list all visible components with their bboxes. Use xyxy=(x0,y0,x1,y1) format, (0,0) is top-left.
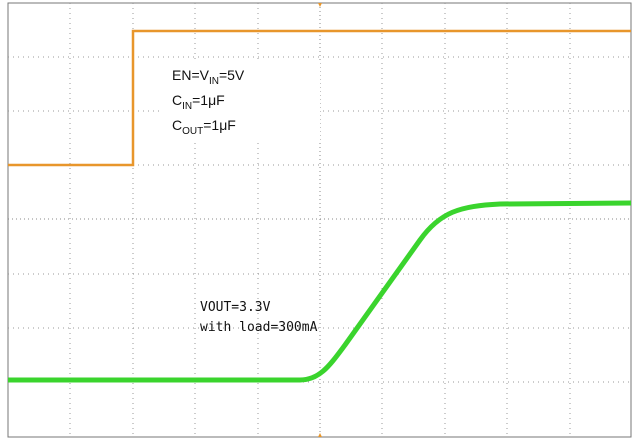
annotation-cin: CIN=1μF xyxy=(172,92,225,112)
subscript: IN xyxy=(182,101,192,112)
text: EN=V xyxy=(172,67,210,83)
text: C xyxy=(172,92,182,108)
text: C xyxy=(172,117,182,133)
annotation-vout: VOUT=3.3V xyxy=(200,300,271,315)
text: =1μF xyxy=(192,92,225,108)
annotation-box xyxy=(163,62,320,142)
subscript: IN xyxy=(209,76,219,87)
annotation-en: EN=VIN=5V xyxy=(172,67,245,87)
enable-trace xyxy=(8,29,631,167)
subscript: OUT xyxy=(182,126,203,137)
trigger-marker xyxy=(318,3,322,7)
trigger-marker xyxy=(318,433,322,437)
annotation-load: with load=300mA xyxy=(200,320,318,335)
text: =1μF xyxy=(203,117,236,133)
text: =5V xyxy=(219,67,245,83)
vout-trace xyxy=(8,200,632,383)
annotation-cout: COUT=1μF xyxy=(172,117,236,137)
